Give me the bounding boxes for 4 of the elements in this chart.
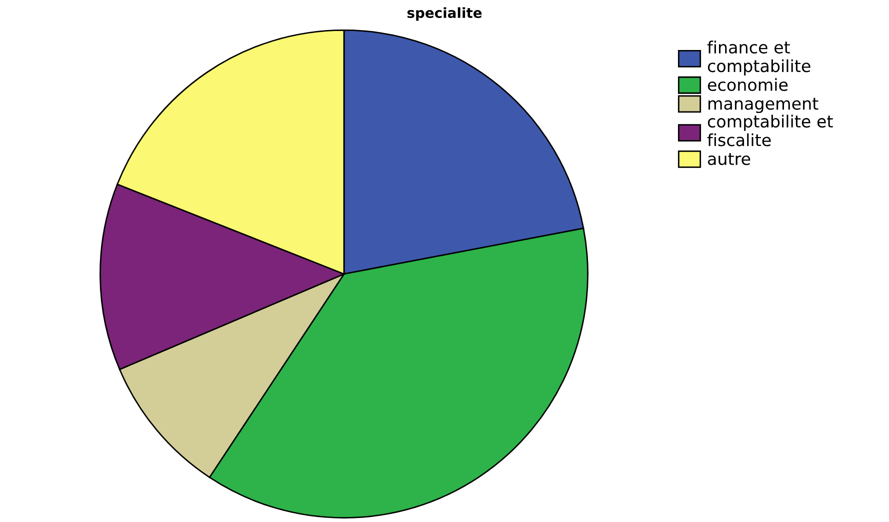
chart-title: specialite [407,7,482,21]
legend-label: autre [708,153,750,166]
legend-label: economie [708,78,788,92]
legend-label: management [708,98,818,114]
